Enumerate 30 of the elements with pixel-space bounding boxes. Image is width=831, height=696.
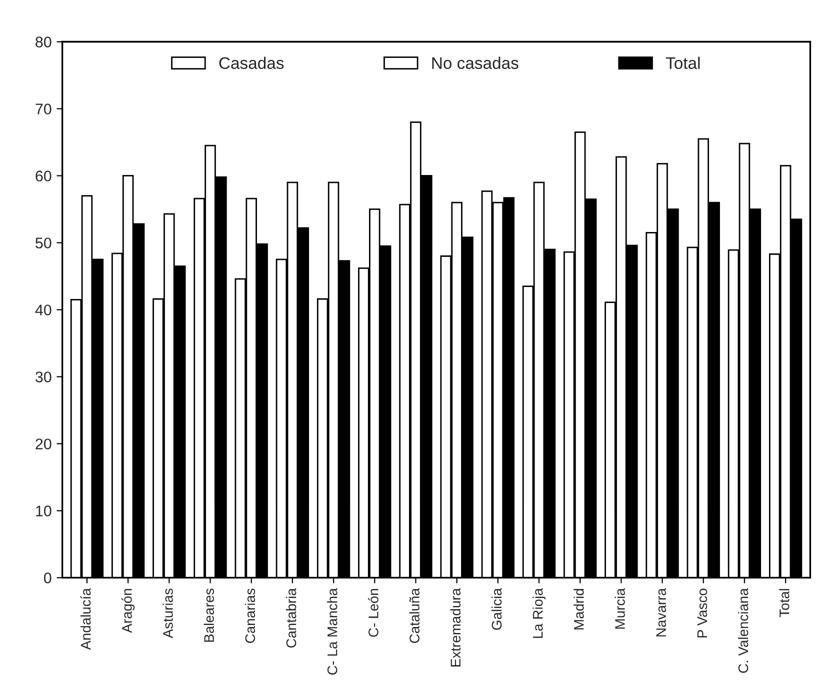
x-tick-label: Total: [779, 589, 790, 618]
x-tick-label: P Vasco: [697, 588, 708, 638]
y-tick-label: 30: [36, 372, 52, 382]
legend-label: No casadas: [432, 56, 518, 69]
x-tick-label: Galicia: [491, 588, 502, 630]
y-tick-label: 0: [44, 572, 52, 584]
y-tick-label: 50: [36, 238, 52, 248]
x-tick-label: C- La Mancha: [327, 588, 338, 675]
y-tick-label: 70: [36, 104, 52, 114]
legend-label: Total: [666, 56, 700, 69]
y-tick-label: 80: [36, 36, 52, 48]
y-tick-label: 60: [36, 170, 52, 182]
x-tick-label: C. Valenciana: [738, 588, 748, 673]
x-tick-label: Murcia: [614, 588, 625, 629]
x-tick-label: Navarra: [656, 588, 666, 636]
x-tick-label: Andalucía: [80, 588, 91, 650]
x-tick-label: Canarias: [244, 588, 256, 643]
y-tick-label: 10: [36, 506, 52, 516]
y-tick-label: 20: [36, 438, 52, 450]
x-tick-label: Cataluña: [409, 588, 420, 643]
y-tick-label: 40: [35, 304, 52, 316]
x-tick-label: Asturias: [162, 588, 173, 638]
x-tick-label: C- León: [368, 588, 378, 637]
x-tick-label: Cantabria: [286, 588, 296, 648]
x-tick-label: Aragón: [122, 588, 135, 633]
x-tick-label: La Rioja: [532, 588, 546, 638]
x-tick-label: Baleares: [204, 588, 214, 642]
legend-label: Casadas: [219, 56, 284, 69]
x-tick-label: Madrid: [574, 588, 584, 630]
x-tick-label: Extremadura: [450, 588, 461, 666]
